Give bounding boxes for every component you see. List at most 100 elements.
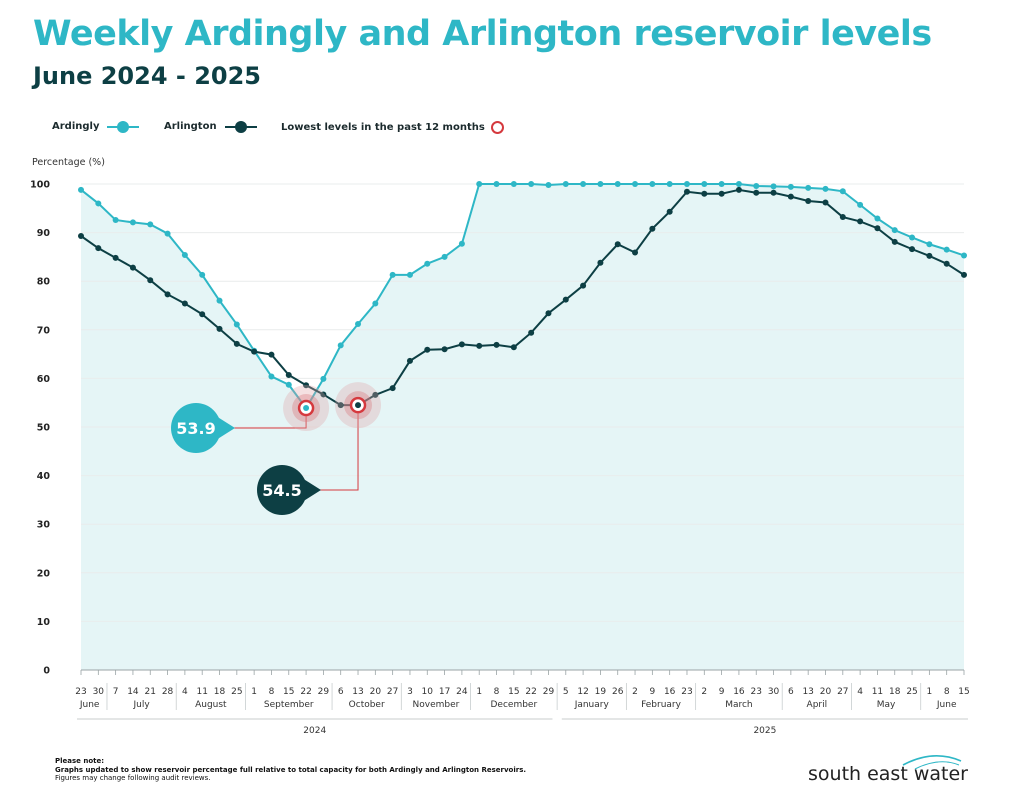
data-point-arlington [545,310,552,317]
data-point-ardingly [181,251,188,258]
legend-item-ardingly: Ardingly [52,120,140,133]
x-tick-label: 30 [93,687,105,697]
x-tick-label: 29 [318,687,330,697]
data-point-arlington [649,225,656,232]
x-tick-label: 15 [958,687,969,697]
data-point-ardingly [735,181,742,187]
y-tick-label: 50 [37,423,51,434]
data-point-ardingly [839,188,846,195]
data-point-arlington [943,260,950,267]
x-tick-label: 18 [889,687,901,697]
data-point-ardingly [199,271,206,278]
data-point-arlington [787,193,794,200]
data-point-ardingly [95,200,102,207]
data-point-ardingly [458,240,465,247]
year-label: 2025 [753,726,776,736]
data-point-arlington [285,371,292,378]
month-label: June [79,700,100,710]
lowest-point-arlington [355,402,362,409]
month-label: January [574,700,610,710]
data-point-arlington [753,189,760,196]
lowest-marker-icon [490,121,504,134]
data-point-arlington [95,245,102,252]
x-tick-label: 20 [820,687,832,697]
lowest-point-ardingly [303,405,310,412]
data-point-arlington [735,186,742,193]
data-point-arlington [216,325,223,332]
x-tick-label: 11 [872,687,883,697]
chart-title: Weekly Ardingly and Arlington reservoir … [33,14,932,54]
callout-connector [310,413,359,491]
month-label: May [877,700,896,710]
data-point-ardingly [891,227,898,234]
data-point-arlington [147,277,154,284]
x-tick-label: 4 [182,687,188,697]
x-tick-label: 21 [145,687,156,697]
x-tick-label: 2 [632,687,638,697]
y-tick-label: 40 [37,471,51,482]
chart-subtitle: June 2024 - 2025 [33,62,261,90]
year-label: 2024 [303,726,326,736]
month-label: September [264,700,314,710]
data-point-arlington [458,341,465,348]
data-point-ardingly [337,342,344,349]
x-tick-label: 22 [300,687,311,697]
data-point-arlington [614,241,621,248]
data-point-ardingly [528,181,535,187]
y-tick-label: 10 [37,617,51,628]
x-tick-label: 18 [214,687,226,697]
note-heading: Please note: [55,757,105,765]
x-tick-label: 12 [577,687,588,697]
data-point-arlington [476,342,483,349]
data-point-ardingly [770,183,777,190]
legend-item-lowest: Lowest levels in the past 12 months [281,121,504,134]
month-label: March [725,700,752,710]
x-tick-label: 8 [494,687,500,697]
x-tick-label: 10 [422,687,434,697]
data-point-arlington [562,296,569,303]
callout-bubble-ardingly [171,403,221,453]
x-tick-label: 11 [196,687,207,697]
brand-swoosh-icon [902,755,962,770]
legend-item-arlington: Arlington [164,120,257,133]
y-axis-label: Percentage (%) [32,157,105,168]
data-point-ardingly [909,234,916,241]
series-line-arlington [80,188,965,407]
data-point-ardingly [562,181,569,187]
legend-line-arlington-icon [224,120,257,133]
data-point-arlington [926,252,933,259]
data-point-ardingly [666,181,673,187]
data-point-arlington [528,329,535,336]
series-line-ardingly [80,183,965,410]
x-tick-label: 16 [733,687,745,697]
data-point-arlington [909,246,916,253]
data-point-ardingly [753,182,760,189]
data-point-arlington [164,291,171,298]
legend-line-ardingly-icon [107,120,140,133]
x-tick-label: 17 [439,687,450,697]
data-point-ardingly [961,252,967,259]
data-point-arlington [510,344,517,351]
data-point-arlington [181,300,188,307]
x-tick-label: 8 [269,687,275,697]
x-tick-label: 4 [857,687,863,697]
data-point-ardingly [874,215,881,222]
x-tick-label: 24 [456,687,468,697]
x-tick-label: 26 [612,687,624,697]
data-point-ardingly [926,241,933,248]
data-point-ardingly [718,181,725,187]
x-tick-label: 15 [508,687,519,697]
data-point-arlington [441,346,448,353]
data-point-ardingly [476,181,483,187]
data-point-arlington [874,225,881,232]
x-tick-label: 23 [75,687,86,697]
y-tick-label: 90 [37,228,51,239]
data-point-ardingly [701,181,708,187]
note-line-1: Graphs updated to show reservoir percent… [55,765,527,774]
data-point-ardingly [580,181,587,187]
callout-connector [224,416,307,429]
x-tick-label: 28 [162,687,174,697]
y-tick-label: 30 [37,520,51,531]
data-point-arlington [268,351,275,358]
x-tick-label: 15 [283,687,294,697]
